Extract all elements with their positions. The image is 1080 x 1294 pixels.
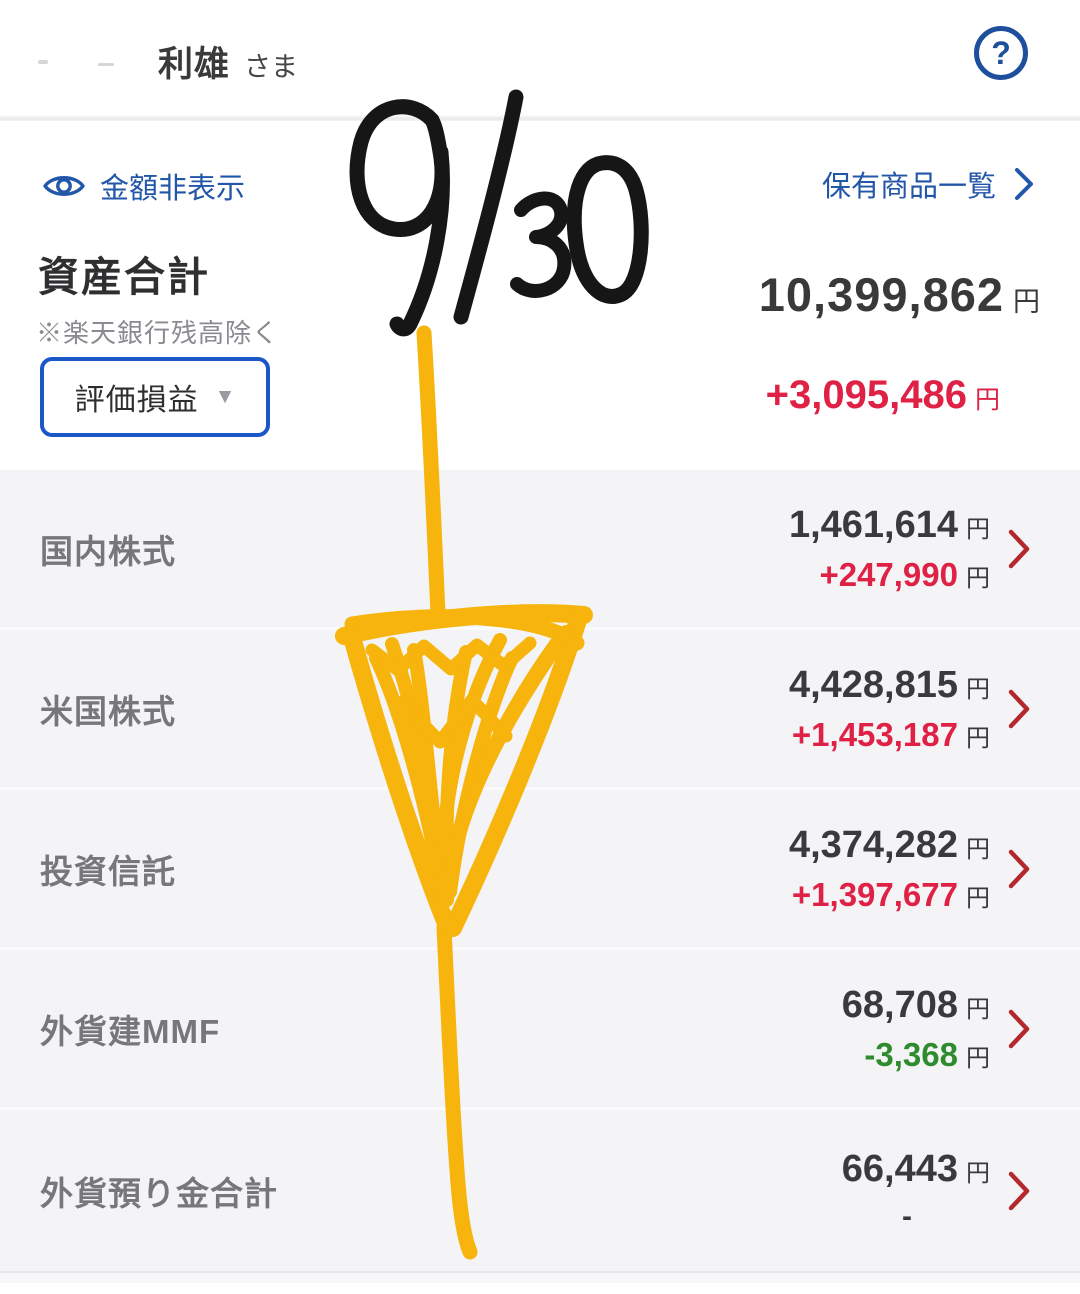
asset-row-label: 外貨建MMF bbox=[40, 1012, 221, 1050]
valuation-dropdown-label: 評価損益 bbox=[74, 384, 199, 417]
asset-row-investment-trusts[interactable]: 投資信託 4,374,282 円 +1,397,677 円 bbox=[0, 790, 1080, 950]
chevron-right-icon[interactable] bbox=[1004, 1006, 1034, 1052]
chevron-right-icon[interactable] bbox=[1004, 846, 1034, 892]
question-mark-glyph: ? bbox=[991, 34, 1011, 71]
total-amount: 10,399,862 bbox=[758, 268, 1004, 321]
currency-yen: 円 bbox=[966, 515, 990, 543]
bottom-divider bbox=[0, 1271, 1080, 1283]
total-assets-diff: +3,095,486 円 bbox=[766, 373, 1000, 418]
asset-value: 66,443 bbox=[841, 1147, 958, 1190]
asset-diff: +1,453,187 bbox=[791, 715, 958, 753]
currency-yen: 円 bbox=[966, 675, 990, 703]
currency-yen: 円 bbox=[974, 386, 1000, 414]
currency-yen: 円 bbox=[966, 995, 990, 1023]
currency-yen: 円 bbox=[1013, 287, 1040, 317]
asset-row-label: 投資信託 bbox=[40, 852, 176, 890]
chevron-right-icon[interactable] bbox=[1004, 686, 1034, 732]
app-header: 利雄 さま ? bbox=[0, 0, 1080, 115]
total-assets-value: 10,399,862 円 bbox=[759, 267, 1040, 322]
asset-diff: +247,990 bbox=[819, 555, 958, 593]
asset-value: 4,428,815 bbox=[788, 663, 958, 706]
asset-diff: - bbox=[902, 1199, 912, 1233]
asset-value: 4,374,282 bbox=[788, 823, 958, 866]
asset-row-label: 国内株式 bbox=[40, 532, 176, 570]
chevron-right-icon[interactable] bbox=[1004, 526, 1034, 572]
currency-yen: 円 bbox=[966, 1159, 990, 1187]
total-diff-amount: +3,095,486 bbox=[765, 373, 967, 417]
hide-amounts-label: 金額非表示 bbox=[100, 173, 246, 205]
holdings-list-link[interactable]: 保有商品一覧 bbox=[822, 163, 1034, 205]
chevron-right-icon bbox=[1015, 168, 1033, 200]
asset-row-us-stocks[interactable]: 米国株式 4,428,815 円 +1,453,187 円 bbox=[0, 630, 1080, 790]
currency-yen: 円 bbox=[966, 1044, 990, 1072]
user-name: 利雄 bbox=[158, 45, 231, 84]
asset-rows-list: 国内株式 1,461,614 円 +247,990 円 米国株式 4,428,8… bbox=[0, 470, 1080, 1271]
faded-mark bbox=[38, 60, 48, 64]
total-assets-note: ※楽天銀行残高除く bbox=[36, 318, 280, 348]
asset-value: 1,461,614 bbox=[788, 503, 958, 546]
hide-amounts-toggle[interactable]: 金額非表示 bbox=[42, 165, 245, 207]
asset-value: 68,708 bbox=[841, 983, 958, 1026]
asset-summary-panel: 金額非表示 保有商品一覧 資産合計 ※楽天銀行残高除く 評価損益 ▼ 10,39… bbox=[0, 121, 1080, 470]
currency-yen: 円 bbox=[966, 724, 990, 752]
user-honorific: さま bbox=[244, 52, 299, 82]
currency-yen: 円 bbox=[966, 835, 990, 863]
header-divider bbox=[0, 115, 1080, 121]
help-icon[interactable]: ? bbox=[974, 26, 1028, 80]
eye-icon bbox=[43, 176, 85, 196]
asset-row-domestic-stocks[interactable]: 国内株式 1,461,614 円 +247,990 円 bbox=[0, 470, 1080, 630]
valuation-dropdown[interactable]: 評価損益 ▼ bbox=[40, 357, 270, 437]
currency-yen: 円 bbox=[966, 884, 990, 912]
chevron-right-icon[interactable] bbox=[1004, 1168, 1034, 1214]
user-name-block: 利雄 さま bbox=[158, 36, 298, 87]
asset-row-label: 外貨預り金合計 bbox=[40, 1174, 278, 1212]
total-assets-title: 資産合計 bbox=[38, 254, 210, 300]
faded-mark bbox=[98, 63, 114, 66]
caret-down-icon: ▼ bbox=[214, 385, 236, 408]
currency-yen: 円 bbox=[966, 564, 990, 592]
asset-row-label: 米国株式 bbox=[40, 692, 176, 730]
asset-row-foreign-mmf[interactable]: 外貨建MMF 68,708 円 -3,368 円 bbox=[0, 950, 1080, 1110]
holdings-list-label: 保有商品一覧 bbox=[821, 171, 996, 203]
asset-diff: -3,368 bbox=[864, 1035, 958, 1073]
asset-diff: +1,397,677 bbox=[791, 875, 958, 913]
asset-row-foreign-deposits[interactable]: 外貨預り金合計 66,443 円 - bbox=[0, 1110, 1080, 1271]
